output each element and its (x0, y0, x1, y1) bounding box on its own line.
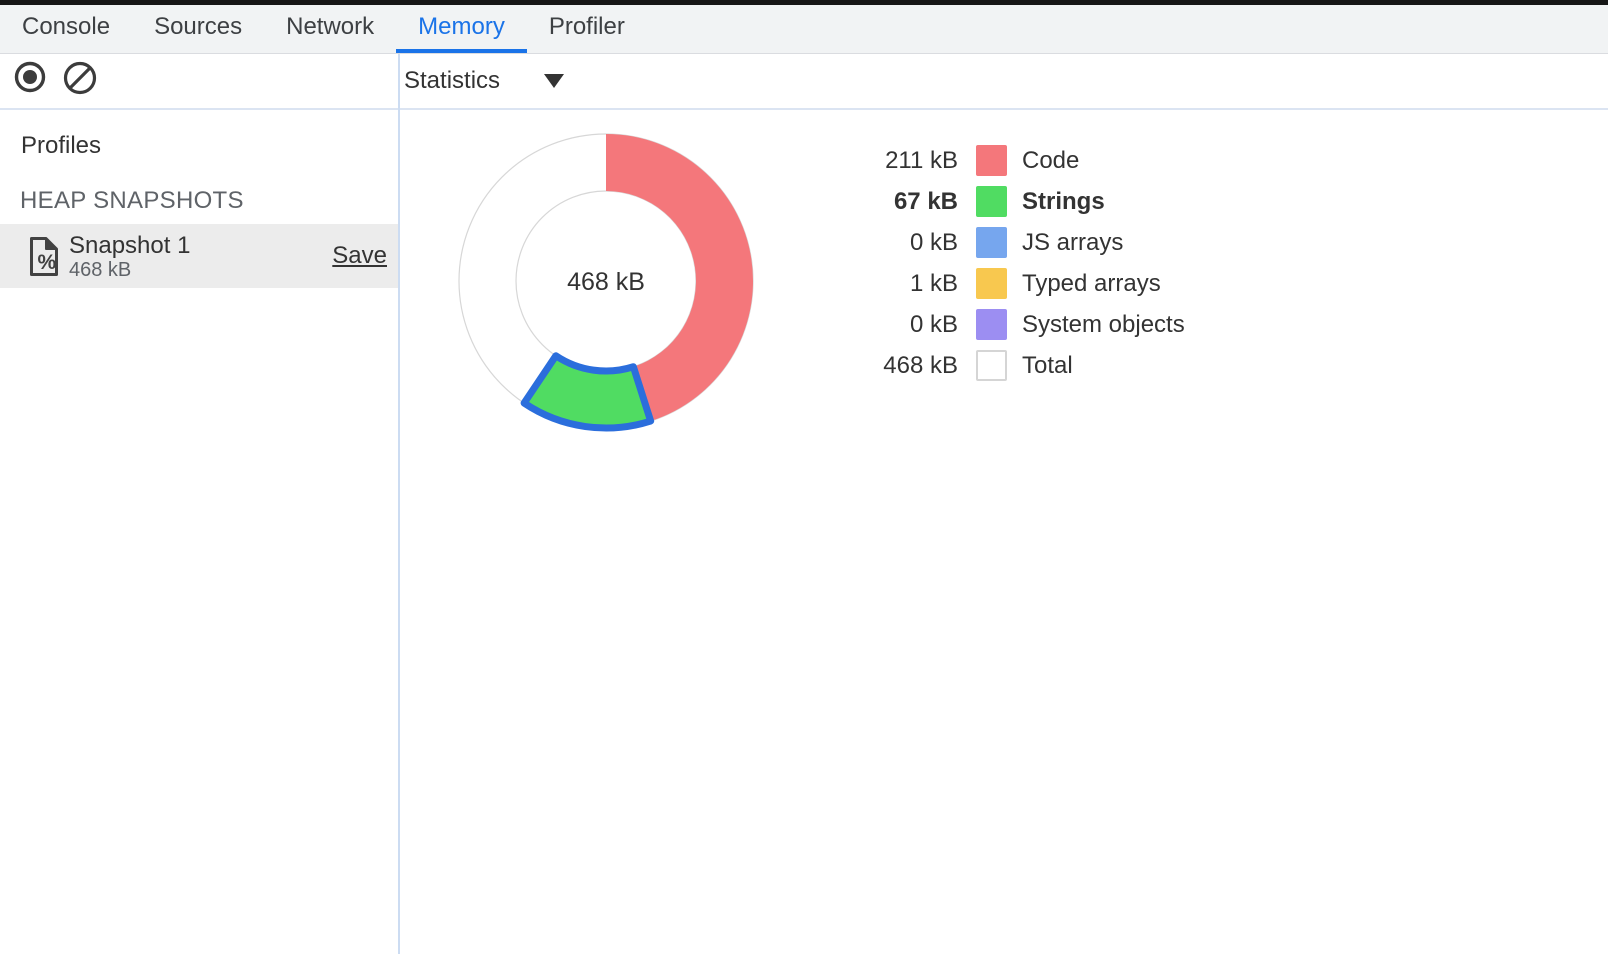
legend-value: 0 kB (909, 310, 958, 338)
record-circle-icon (14, 61, 46, 93)
svg-text:%: % (38, 251, 57, 274)
sidebar-title: Profiles (21, 132, 102, 159)
legend-label: Code (1022, 146, 1080, 174)
heap-snapshot-document-icon: % (30, 236, 58, 276)
tab-memory[interactable]: Memory (396, 5, 527, 53)
profiles-toolbar (0, 54, 398, 108)
donut-slice-code[interactable] (606, 134, 754, 422)
save-snapshot-link[interactable]: Save (332, 242, 387, 269)
legend-label: Typed arrays (1022, 269, 1161, 297)
legend-swatch-icon (976, 268, 1007, 299)
legend-value: 67 kB (893, 187, 958, 215)
memory-toolbar: Statistics (0, 54, 1608, 110)
legend-label: JS arrays (1022, 228, 1124, 256)
legend-label: Total (1022, 351, 1073, 379)
legend-label: System objects (1022, 310, 1185, 338)
no-entry-slash-icon (68, 66, 92, 90)
legend-value: 211 kB (885, 146, 958, 174)
legend-swatch-icon (976, 186, 1007, 217)
chart-legend: 211 kB Code 67 kB Strings 0 kB JS arrays 1 kB T… (828, 140, 1185, 386)
tab-sources[interactable]: Sources (154, 13, 243, 40)
perspective-select[interactable]: Statistics (404, 67, 565, 95)
profiles-sidebar: Profiles HEAP SNAPSHOTS % Snapshot 1 468… (0, 110, 398, 954)
record-dot-icon (23, 70, 37, 84)
donut-slice-strings[interactable] (520, 352, 655, 432)
legend-row-typed-arrays[interactable]: 1 kB Typed arrays (828, 263, 1185, 304)
legend-swatch-icon (976, 145, 1007, 176)
panel-tab-bar: Console Sources Network Memory Profiler (0, 5, 1608, 54)
legend-row-total[interactable]: 468 kB Total (828, 345, 1185, 386)
sidebar-resize-divider[interactable] (398, 54, 400, 954)
clear-profiles-button[interactable] (62, 60, 98, 96)
legend-row-system-objects[interactable]: 0 kB System objects (828, 304, 1185, 345)
legend-row-code[interactable]: 211 kB Code (828, 140, 1185, 181)
view-toolbar: Statistics (398, 54, 1608, 108)
no-entry-circle-icon (63, 61, 97, 95)
tab-network[interactable]: Network (286, 13, 375, 40)
legend-swatch-icon (976, 350, 1007, 381)
legend-value: 0 kB (909, 228, 958, 256)
memory-donut-chart: 468 kB (458, 133, 754, 432)
legend-row-js-arrays[interactable]: 0 kB JS arrays (828, 222, 1185, 263)
donut-slices (520, 134, 754, 432)
perspective-select-label: Statistics (404, 67, 501, 94)
panel-body: Profiles HEAP SNAPSHOTS % Snapshot 1 468… (0, 110, 1608, 954)
legend-row-strings[interactable]: 67 kB Strings (828, 181, 1185, 222)
legend-swatch-icon (976, 227, 1007, 258)
record-heap-snapshot-button[interactable] (13, 60, 47, 94)
tab-profiler[interactable]: Profiler (548, 13, 625, 40)
triangle-down-icon (544, 74, 565, 88)
legend-value: 1 kB (909, 269, 958, 297)
statistics-view: 468 kB 211 kB Code 67 kB Strings 0 kB JS arra… (398, 110, 1608, 954)
snapshot-name: Snapshot 1 (69, 231, 191, 259)
legend-value: 468 kB (883, 351, 958, 379)
snapshot-list-item[interactable]: % Snapshot 1 468 kB Save (0, 224, 398, 288)
heap-snapshots-section-header: HEAP SNAPSHOTS (20, 187, 244, 214)
window-top-strip (0, 0, 1608, 5)
snapshot-texts: Snapshot 1 468 kB (69, 232, 190, 281)
donut-center-total: 468 kB (567, 268, 645, 296)
legend-label: Strings (1022, 187, 1105, 215)
snapshot-size: 468 kB (69, 258, 132, 281)
legend-swatch-icon (976, 309, 1007, 340)
tab-console[interactable]: Console (22, 13, 111, 40)
